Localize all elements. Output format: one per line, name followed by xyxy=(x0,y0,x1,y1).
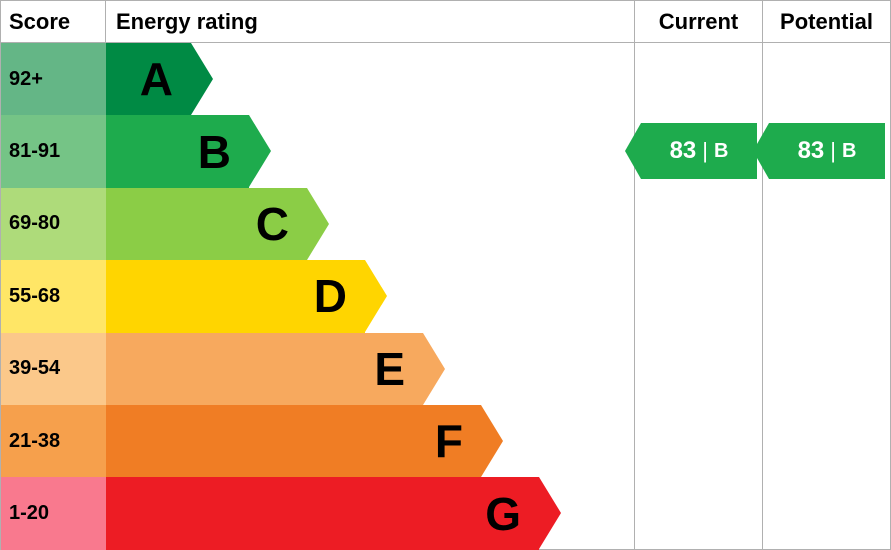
score-cell: 81-91 xyxy=(1,115,106,187)
band-row: 55-68 D xyxy=(1,260,890,332)
tag-score: 83 xyxy=(798,137,825,165)
rating-bar: F xyxy=(106,405,481,477)
tag-separator: | xyxy=(830,138,836,164)
rating-cell: C xyxy=(106,188,634,260)
current-cell xyxy=(634,405,762,477)
bar-arrow-icon xyxy=(307,188,329,260)
potential-cell xyxy=(762,333,890,405)
rating-bar: B xyxy=(106,115,249,187)
current-tag: 83| B xyxy=(641,123,757,179)
rating-letter: D xyxy=(314,273,347,319)
rating-cell: F xyxy=(106,405,634,477)
potential-cell xyxy=(762,260,890,332)
score-cell: 69-80 xyxy=(1,188,106,260)
rating-cell: G xyxy=(106,477,634,549)
current-cell xyxy=(634,43,762,115)
rating-cell: E xyxy=(106,333,634,405)
rating-bar: A xyxy=(106,43,191,115)
energy-rating-chart: Score Energy rating Current Potential 92… xyxy=(0,0,891,550)
rating-letter: G xyxy=(485,491,521,537)
score-cell: 21-38 xyxy=(1,405,106,477)
header-rating: Energy rating xyxy=(106,1,634,42)
rating-cell: B xyxy=(106,115,634,187)
rating-cell: D xyxy=(106,260,634,332)
rating-letter: A xyxy=(140,56,173,102)
potential-cell xyxy=(762,188,890,260)
band-row: 81-91B83|B83|B xyxy=(1,115,890,187)
rating-letter: E xyxy=(374,346,405,392)
bar-arrow-icon xyxy=(191,43,213,115)
score-cell: 1-20 xyxy=(1,477,106,549)
tag-body: 83| B xyxy=(769,123,885,179)
rating-letter: F xyxy=(435,418,463,464)
band-row: 21-38 F xyxy=(1,405,890,477)
rating-cell: A xyxy=(106,43,634,115)
current-cell xyxy=(634,188,762,260)
current-cell xyxy=(634,260,762,332)
header-score: Score xyxy=(1,1,106,42)
score-cell: 55-68 xyxy=(1,260,106,332)
tag-letter: B xyxy=(842,140,856,163)
potential-cell xyxy=(762,405,890,477)
potential-cell xyxy=(762,477,890,549)
potential-cell xyxy=(762,43,890,115)
bar-arrow-icon xyxy=(423,333,445,405)
rating-letter: C xyxy=(256,201,289,247)
current-cell xyxy=(634,477,762,549)
potential-tag: 83| B xyxy=(769,123,885,179)
rating-bar: C xyxy=(106,188,307,260)
chart-body: 92+A81-91B83|B83|B69-80C55-68D39-54E21-3… xyxy=(1,43,890,550)
band-row: 39-54 E xyxy=(1,333,890,405)
bar-arrow-icon xyxy=(249,115,271,187)
tag-letter: B xyxy=(714,140,728,163)
tag-arrow-icon xyxy=(753,123,769,179)
band-row: 1-20 G xyxy=(1,477,890,549)
score-cell: 92+ xyxy=(1,43,106,115)
bar-arrow-icon xyxy=(539,477,561,549)
bar-arrow-icon xyxy=(365,260,387,332)
bar-arrow-icon xyxy=(481,405,503,477)
tag-body: 83| B xyxy=(641,123,757,179)
current-cell: 83| B xyxy=(634,115,762,187)
header-current: Current xyxy=(634,1,762,42)
band-row: 92+ A xyxy=(1,43,890,115)
tag-score: 83 xyxy=(670,137,697,165)
tag-separator: | xyxy=(702,138,708,164)
tag-arrow-icon xyxy=(625,123,641,179)
rating-bar: G xyxy=(106,477,539,549)
rating-bar: D xyxy=(106,260,365,332)
band-row: 69-80 C xyxy=(1,188,890,260)
rating-bar: E xyxy=(106,333,423,405)
score-cell: 39-54 xyxy=(1,333,106,405)
header-potential: Potential xyxy=(762,1,890,42)
current-cell xyxy=(634,333,762,405)
header-row: Score Energy rating Current Potential xyxy=(1,1,890,43)
rating-letter: B xyxy=(198,129,231,175)
potential-cell: 83| B xyxy=(762,115,890,187)
